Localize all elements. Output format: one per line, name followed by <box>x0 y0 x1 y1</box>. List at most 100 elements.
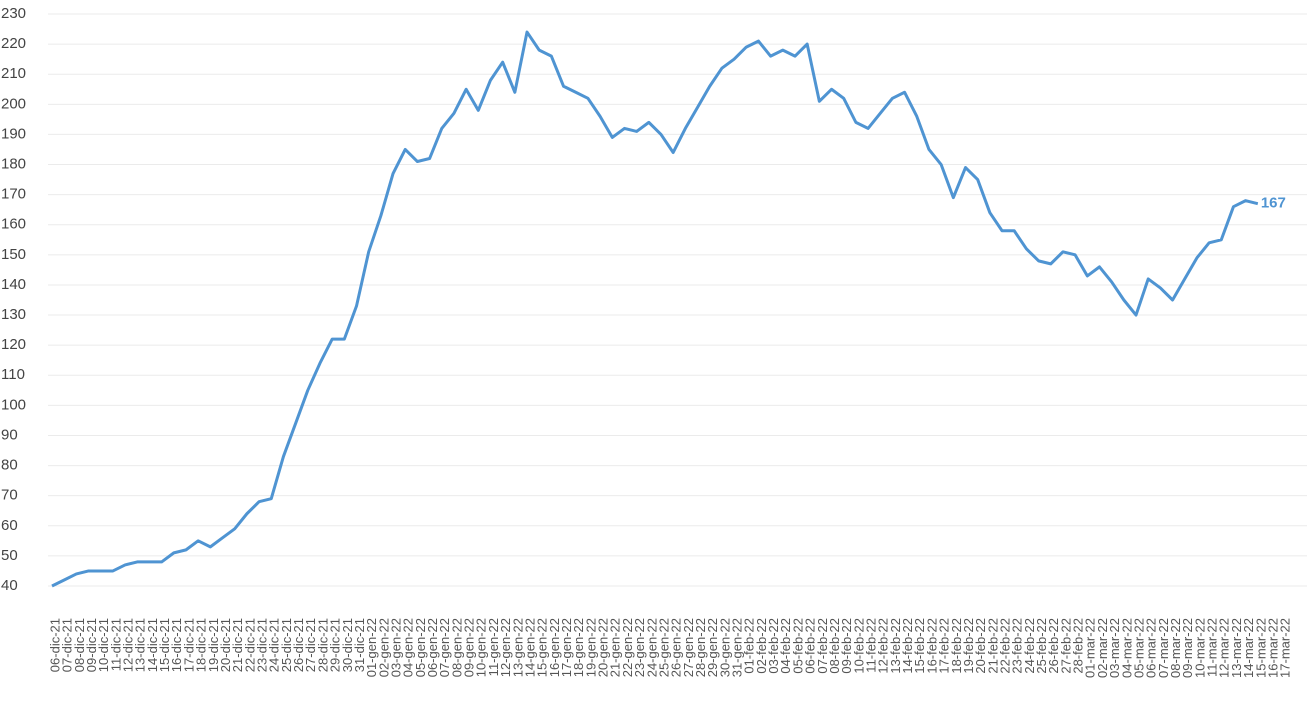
x-tick-label: 31-gen-22 <box>730 618 745 677</box>
x-tick-label: 19-gen-22 <box>583 618 598 677</box>
x-tick-label: 11-gen-22 <box>486 618 501 676</box>
x-tick-label: 18-gen-22 <box>571 618 586 677</box>
x-tick-label: 07-feb-22 <box>815 618 830 674</box>
x-tick-label: 04-gen-22 <box>401 618 416 677</box>
x-tick-label: 24-feb-22 <box>1022 618 1037 674</box>
x-tick-label: 24-dic-21 <box>267 618 282 672</box>
x-tick-label: 16-gen-22 <box>547 618 562 677</box>
x-tick-label: 12-gen-22 <box>498 618 513 677</box>
x-tick-label: 26-feb-22 <box>1046 618 1061 674</box>
x-tick-label: 25-feb-22 <box>1034 618 1049 674</box>
y-tick-label: 120 <box>1 336 26 353</box>
x-tick-label: 16-mar-22 <box>1265 618 1280 678</box>
y-tick-label: 130 <box>1 306 26 323</box>
x-tick-label: 09-feb-22 <box>839 618 854 674</box>
x-tick-label: 14-gen-22 <box>522 618 537 677</box>
y-tick-label: 110 <box>1 366 25 383</box>
y-tick-label: 210 <box>1 65 26 82</box>
x-tick-label: 16-dic-21 <box>169 618 184 672</box>
y-tick-label: 190 <box>1 125 26 142</box>
y-tick-label: 220 <box>1 35 26 52</box>
x-tick-label: 07-dic-21 <box>60 618 75 672</box>
x-tick-label: 10-gen-22 <box>474 618 489 677</box>
x-tick-label: 10-feb-22 <box>851 618 866 674</box>
x-tick-label: 21-dic-21 <box>230 618 245 672</box>
x-tick-label: 13-mar-22 <box>1229 618 1244 678</box>
x-tick-label: 17-gen-22 <box>559 618 574 677</box>
x-tick-label: 22-dic-21 <box>242 618 257 672</box>
x-tick-label: 03-mar-22 <box>1107 618 1122 678</box>
y-tick-label: 80 <box>1 457 18 474</box>
x-tick-label: 12-dic-21 <box>121 618 136 672</box>
x-tick-label: 03-feb-22 <box>766 618 781 674</box>
x-tick-label: 01-feb-22 <box>742 618 757 674</box>
x-tick-label: 12-feb-22 <box>876 618 891 674</box>
x-tick-label: 15-mar-22 <box>1253 618 1268 678</box>
x-tick-label: 09-mar-22 <box>1180 618 1195 678</box>
x-tick-label: 08-gen-22 <box>449 618 464 677</box>
x-tick-label: 29-dic-21 <box>328 618 343 672</box>
x-tick-label: 15-feb-22 <box>912 618 927 674</box>
x-tick-label: 17-mar-22 <box>1278 618 1293 678</box>
x-tick-label: 07-gen-22 <box>437 618 452 677</box>
x-tick-label: 13-gen-22 <box>510 618 525 677</box>
x-tick-label: 23-dic-21 <box>254 618 269 672</box>
x-tick-label: 18-dic-21 <box>194 618 209 672</box>
x-tick-label: 17-feb-22 <box>937 618 952 674</box>
x-tick-label: 05-mar-22 <box>1131 618 1146 678</box>
x-tick-label: 08-dic-21 <box>72 618 87 672</box>
x-tick-label: 02-mar-22 <box>1095 618 1110 678</box>
x-tick-label: 21-gen-22 <box>608 618 623 677</box>
x-tick-label: 25-gen-22 <box>656 618 671 677</box>
x-tick-label: 06-mar-22 <box>1144 618 1159 678</box>
x-tick-label: 25-dic-21 <box>279 618 294 672</box>
x-tick-label: 26-dic-21 <box>291 618 306 672</box>
x-tick-label: 06-dic-21 <box>47 618 62 672</box>
x-tick-label: 19-dic-21 <box>206 618 221 672</box>
x-tick-label: 13-dic-21 <box>133 618 148 672</box>
x-tick-label: 23-feb-22 <box>1010 618 1025 674</box>
x-tick-label: 08-mar-22 <box>1168 618 1183 678</box>
x-tick-label: 16-feb-22 <box>924 618 939 674</box>
x-tick-label: 07-mar-22 <box>1156 618 1171 678</box>
x-tick-label: 11-dic-21 <box>108 618 123 671</box>
x-tick-label: 19-feb-22 <box>961 618 976 674</box>
x-tick-label: 12-mar-22 <box>1217 618 1232 678</box>
y-tick-label: 140 <box>1 276 26 293</box>
x-tick-label: 13-feb-22 <box>888 618 903 674</box>
x-tick-label: 02-gen-22 <box>376 618 391 677</box>
x-tick-label: 11-feb-22 <box>863 618 878 673</box>
y-tick-label: 160 <box>1 216 26 233</box>
x-tick-label: 06-gen-22 <box>425 618 440 677</box>
x-tick-label: 20-dic-21 <box>218 618 233 672</box>
x-tick-label: 29-gen-22 <box>705 618 720 677</box>
x-tick-label: 15-gen-22 <box>535 618 550 677</box>
x-tick-label: 09-gen-22 <box>462 618 477 677</box>
x-tick-label: 20-feb-22 <box>973 618 988 674</box>
y-tick-label: 150 <box>1 246 26 263</box>
x-tick-label: 30-gen-22 <box>717 618 732 677</box>
y-tick-label: 200 <box>1 95 26 112</box>
x-tick-label: 09-dic-21 <box>84 618 99 672</box>
x-tick-label: 10-dic-21 <box>96 618 111 672</box>
x-tick-label: 22-gen-22 <box>620 618 635 677</box>
x-tick-label: 27-dic-21 <box>303 618 318 672</box>
x-tick-label: 15-dic-21 <box>157 618 172 672</box>
x-tick-label: 14-dic-21 <box>145 618 160 672</box>
x-tick-label: 24-gen-22 <box>644 618 659 677</box>
x-tick-label: 31-dic-21 <box>352 618 367 672</box>
x-tick-label: 23-gen-22 <box>632 618 647 677</box>
x-tick-label: 26-gen-22 <box>669 618 684 677</box>
y-tick-label: 230 <box>1 5 26 22</box>
y-tick-label: 180 <box>1 155 26 172</box>
x-tick-label: 08-feb-22 <box>827 618 842 674</box>
y-tick-label: 70 <box>1 487 18 504</box>
y-tick-label: 90 <box>1 426 18 443</box>
x-tick-label: 04-mar-22 <box>1119 618 1134 678</box>
x-tick-label: 10-mar-22 <box>1192 618 1207 678</box>
x-tick-label: 28-feb-22 <box>1071 618 1086 674</box>
line <box>51 30 1259 588</box>
x-tick-label: 30-dic-21 <box>340 618 355 672</box>
